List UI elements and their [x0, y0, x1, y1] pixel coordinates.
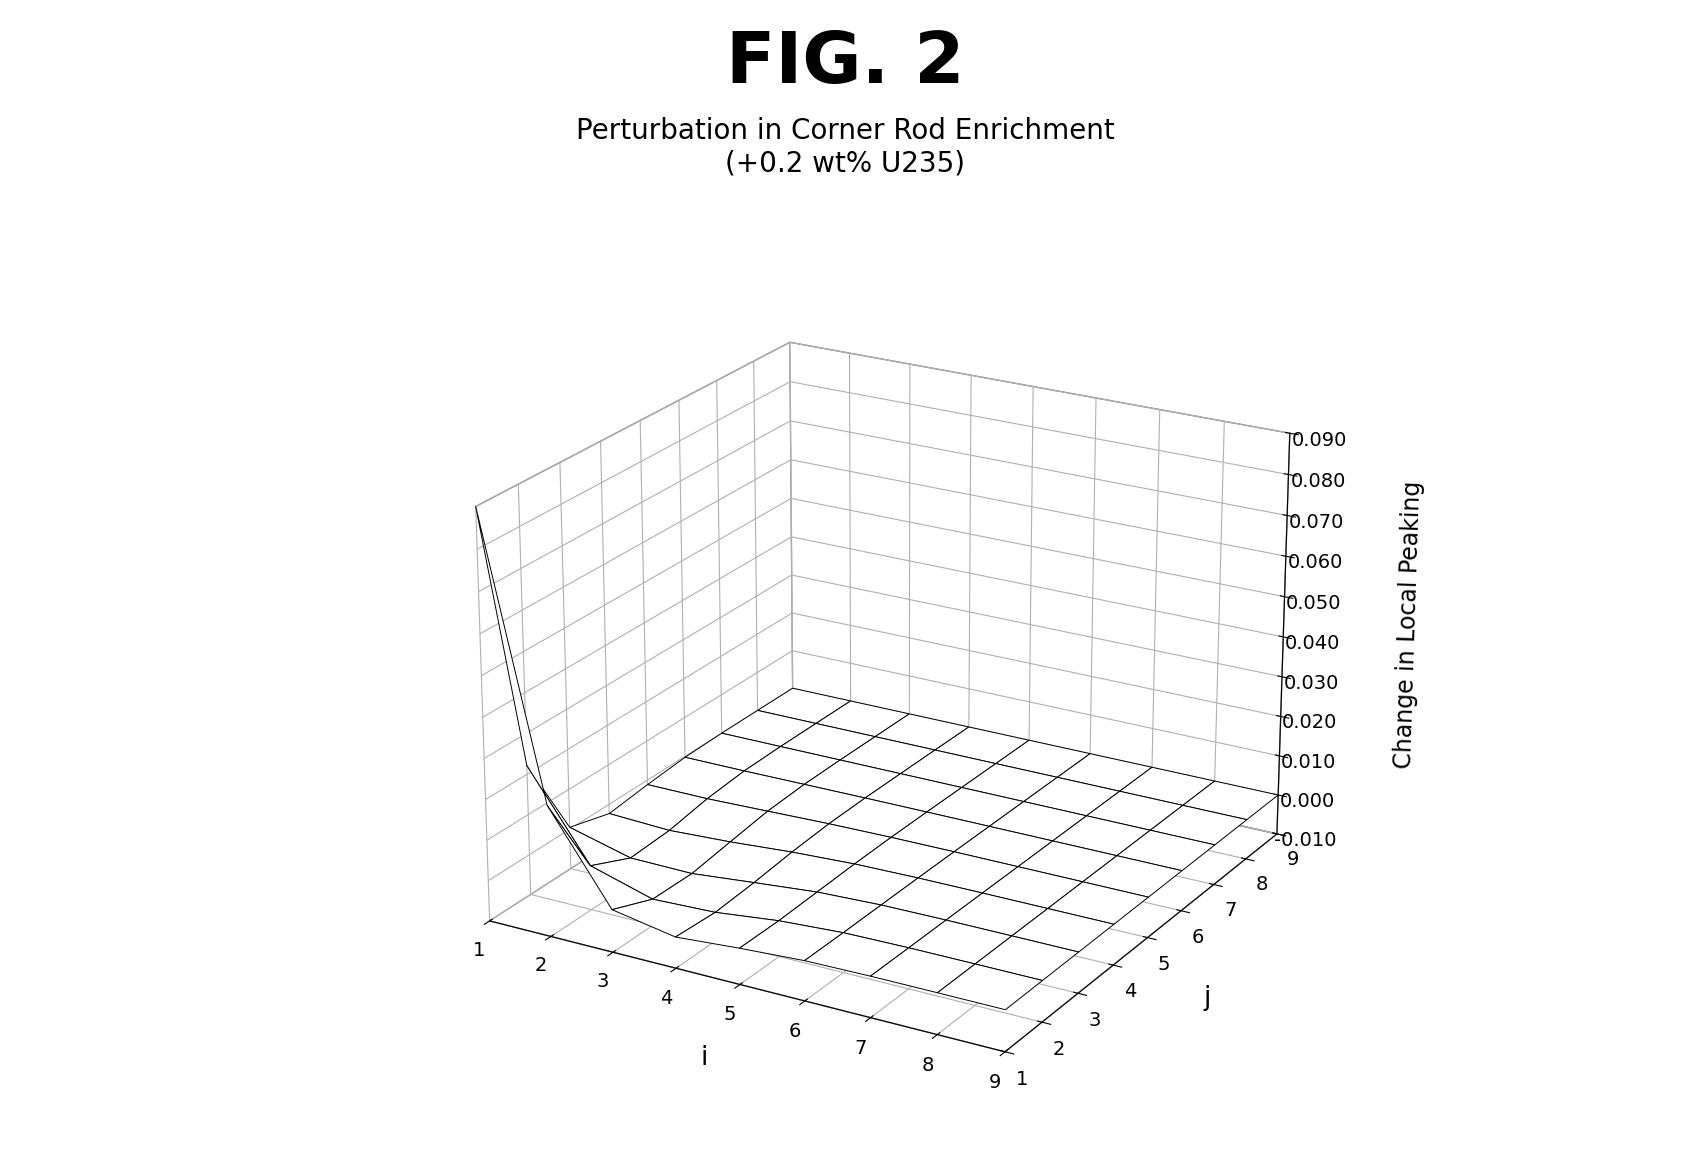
X-axis label: i: i — [699, 1044, 708, 1070]
Text: FIG. 2: FIG. 2 — [725, 29, 964, 98]
Text: Perturbation in Corner Rod Enrichment: Perturbation in Corner Rod Enrichment — [576, 117, 1113, 145]
Text: (+0.2 wt% U235): (+0.2 wt% U235) — [725, 149, 964, 177]
Y-axis label: j: j — [1203, 985, 1209, 1011]
